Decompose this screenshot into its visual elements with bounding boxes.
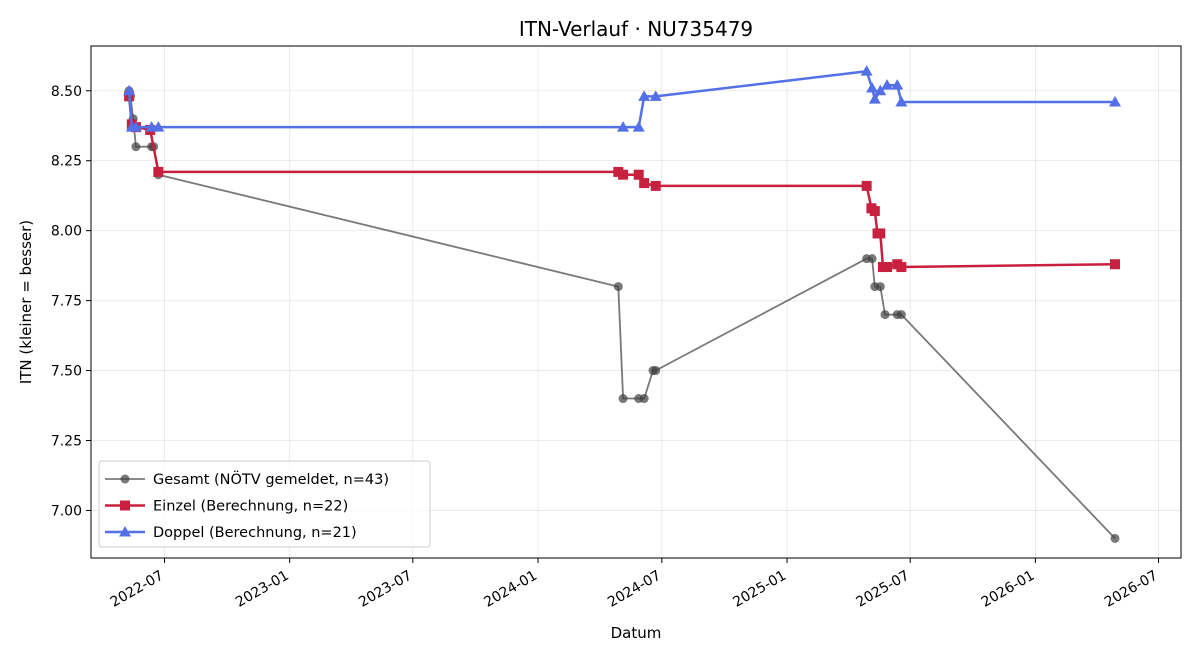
- gesamt-point: [651, 366, 661, 376]
- legend: Gesamt (NÖTV gemeldet, n=43) Einzel (Bere…: [98, 460, 431, 548]
- y-tick-label: 8.00: [51, 224, 82, 240]
- x-tick-label: 2023-07: [356, 568, 415, 611]
- legend-label: Doppel (Berechnung, n=21): [153, 525, 357, 541]
- legend-label: Einzel (Berechnung, n=22): [153, 499, 348, 515]
- doppel-point: [891, 79, 904, 90]
- doppel-point: [617, 121, 630, 132]
- doppel-point: [874, 84, 887, 96]
- einzel-point: [650, 180, 661, 191]
- y-axis-label: ITN (kleiner = besser): [17, 220, 35, 384]
- einzel-point: [639, 178, 650, 189]
- einzel-line: [127, 96, 1116, 269]
- x-tick-label: 2024-01: [481, 568, 540, 611]
- y-tick-label: 8.25: [51, 154, 82, 170]
- legend-item: Doppel (Berechnung, n=21): [105, 525, 357, 541]
- gesamt-point: [618, 394, 628, 404]
- doppel-point: [123, 84, 136, 96]
- doppel-point: [881, 79, 894, 90]
- x-tick-label: 2026-07: [1102, 568, 1161, 611]
- legend-item: Gesamt (NÖTV gemeldet, n=43): [105, 470, 389, 488]
- x-tick-label: 2024-07: [605, 568, 664, 611]
- legend-marker: [120, 474, 130, 484]
- y-tick-label: 7.50: [51, 364, 82, 380]
- gesamt-point: [639, 394, 649, 404]
- series-layer: [123, 65, 1122, 543]
- gesamt-point: [896, 310, 906, 320]
- einzel-point: [896, 262, 907, 273]
- legend-label: Gesamt (NÖTV gemeldet, n=43): [153, 470, 389, 488]
- x-tick-label: 2026-01: [979, 568, 1038, 611]
- doppel-point: [868, 93, 881, 104]
- einzel-point: [153, 166, 164, 177]
- gesamt-point: [875, 282, 885, 292]
- x-tick-label: 2025-07: [854, 568, 913, 611]
- doppel-series: [123, 65, 1122, 132]
- doppel-point: [866, 81, 879, 93]
- einzel-point: [875, 228, 886, 239]
- legend-marker: [120, 500, 130, 511]
- y-tick-label: 7.00: [51, 503, 82, 519]
- y-tick-label: 8.50: [51, 84, 82, 100]
- x-axis-label: Datum: [611, 624, 662, 642]
- grid: [91, 46, 1181, 558]
- doppel-point: [1109, 95, 1122, 107]
- y-axis: 7.00 7.25 7.50 7.75 8.00 8.25 8.50: [51, 84, 91, 519]
- einzel-point: [618, 169, 629, 180]
- x-tick-label: 2023-01: [233, 568, 292, 611]
- x-axis: 2022-07 2023-01 2023-07 2024-01 2024-07 2025-…: [108, 558, 1161, 611]
- doppel-point: [895, 95, 908, 107]
- doppel-point: [860, 65, 873, 76]
- legend-item: Einzel (Berechnung, n=22): [105, 499, 348, 515]
- y-tick-label: 7.25: [51, 433, 82, 449]
- doppel-point: [649, 90, 662, 101]
- einzel-point: [1110, 259, 1121, 270]
- legend-box: [98, 460, 431, 548]
- y-tick-label: 7.75: [51, 294, 82, 310]
- gesamt-point: [1110, 533, 1120, 543]
- legend-marker: [119, 526, 131, 537]
- chart-title: ITN-Verlauf · NU735479: [519, 17, 753, 41]
- einzel-series: [124, 91, 1121, 273]
- doppel-point: [129, 121, 142, 132]
- einzel-point: [633, 169, 644, 180]
- gesamt-point: [131, 142, 141, 152]
- plot-frame: [90, 45, 1182, 559]
- doppel-point: [152, 121, 165, 132]
- doppel-point: [632, 121, 645, 132]
- einzel-point: [861, 180, 872, 191]
- einzel-point: [869, 206, 880, 217]
- doppel-line: [127, 69, 1115, 129]
- doppel-point: [638, 90, 651, 101]
- x-tick-label: 2022-07: [108, 568, 167, 611]
- gesamt-point: [880, 310, 890, 320]
- einzel-point: [882, 262, 893, 273]
- x-tick-label: 2025-01: [730, 568, 789, 611]
- gesamt-point: [613, 282, 623, 292]
- gesamt-point: [867, 254, 877, 264]
